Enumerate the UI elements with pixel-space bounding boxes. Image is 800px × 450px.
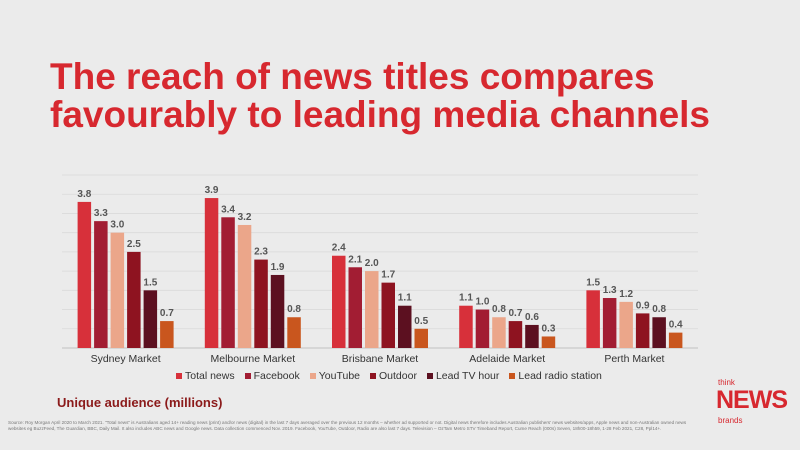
- title-line-2: favourably to leading media channels: [50, 94, 711, 135]
- bar: [270, 274, 285, 348]
- page-title: The reach of news titles compares favour…: [50, 58, 770, 134]
- bar-value-label: 0.8: [287, 304, 301, 315]
- bar: [459, 305, 473, 348]
- bar-value-label: 0.7: [160, 308, 174, 319]
- bar-value-label: 2.5: [127, 239, 141, 250]
- bar: [414, 328, 428, 348]
- bar-value-label: 0.4: [669, 320, 683, 331]
- bar: [398, 305, 412, 348]
- bar: [160, 321, 174, 348]
- logo-think: think: [718, 378, 735, 387]
- bar: [94, 221, 108, 348]
- bar-value-label: 1.3: [603, 285, 617, 296]
- bar-value-label: 3.9: [205, 185, 219, 196]
- bar: [475, 309, 490, 348]
- bar: [237, 224, 252, 348]
- think-news-brands-logo: think NEWS brands: [716, 378, 788, 428]
- category-label: Perth Market: [604, 353, 664, 365]
- bar-value-label: 1.1: [398, 293, 412, 304]
- bar-value-label: 0.8: [652, 304, 666, 315]
- bar: [602, 298, 617, 348]
- category-label: Melbourne Market: [210, 353, 295, 365]
- bar-value-label: 0.9: [636, 300, 650, 311]
- legend-item: Lead radio station: [509, 370, 602, 382]
- bar: [668, 332, 683, 348]
- bar-value-label: 2.3: [254, 247, 268, 258]
- bar-value-label: 1.5: [143, 277, 157, 288]
- bar-value-label: 1.9: [271, 262, 285, 273]
- bar-value-label: 0.7: [508, 308, 522, 319]
- bar: [541, 336, 556, 348]
- legend-item: Total news: [176, 370, 235, 382]
- legend-item: Outdoor: [370, 370, 417, 382]
- legend-label: Lead TV hour: [435, 370, 500, 382]
- bar: [586, 290, 600, 348]
- bar: [221, 217, 235, 348]
- bar: [525, 324, 539, 348]
- bar-value-label: 3.3: [94, 208, 108, 219]
- bar: [127, 251, 141, 348]
- bar-value-label: 3.8: [77, 189, 91, 200]
- y-axis-unit-label: Unique audience (millions): [57, 395, 223, 410]
- category-label: Brisbane Market: [342, 353, 419, 365]
- legend-item: Lead TV hour: [426, 370, 500, 382]
- bar-value-label: 0.5: [414, 316, 428, 327]
- legend-swatch: [244, 373, 251, 379]
- chart-legend: Total news Facebook YouTube Outdoor Lead TV …: [176, 370, 602, 382]
- logo-brands: brands: [718, 416, 743, 425]
- bar: [332, 255, 346, 348]
- bar-value-label: 3.4: [221, 204, 235, 215]
- bar: [652, 317, 666, 348]
- legend-label: Total news: [185, 370, 235, 382]
- legend-swatch: [176, 373, 182, 379]
- bar: [508, 321, 523, 348]
- bar-value-label: 0.8: [492, 304, 506, 315]
- bar-value-label: 1.2: [619, 289, 633, 300]
- legend-label: Outdoor: [379, 370, 417, 382]
- legend-swatch: [309, 373, 316, 379]
- bar-value-label: 2.1: [348, 254, 362, 265]
- bar: [619, 301, 633, 348]
- legend-swatch: [426, 373, 433, 379]
- bar: [77, 201, 92, 348]
- source-note: Source: Roy Morgan April 2020 to March 2…: [8, 420, 687, 431]
- bar: [204, 198, 219, 348]
- bar-value-label: 0.3: [541, 323, 555, 334]
- bar: [110, 232, 125, 348]
- bar-value-label: 2.0: [365, 258, 379, 269]
- title-line-1: The reach of news titles compares: [50, 56, 655, 97]
- bar: [492, 317, 506, 348]
- logo-news: NEWS: [716, 386, 788, 414]
- legend-swatch: [509, 373, 516, 379]
- legend-label: Facebook: [253, 370, 300, 382]
- legend-item: YouTube: [309, 370, 360, 382]
- legend-label: Lead radio station: [518, 370, 602, 382]
- legend-label: YouTube: [318, 370, 360, 382]
- bar: [254, 259, 268, 348]
- bar-value-label: 1.5: [586, 277, 600, 288]
- bar: [287, 317, 301, 348]
- bar-value-label: 1.7: [381, 270, 395, 281]
- bar: [348, 267, 362, 348]
- bar: [381, 282, 395, 348]
- bar-value-label: 0.6: [525, 312, 539, 323]
- category-label: Adelaide Market: [469, 353, 545, 365]
- bar-value-label: 1.1: [459, 293, 473, 304]
- bar-value-label: 1.0: [475, 297, 489, 308]
- bar-value-label: 3.2: [238, 212, 252, 223]
- category-label: Sydney Market: [91, 353, 161, 365]
- bar: [365, 271, 379, 348]
- bar-value-label: 3.0: [110, 220, 124, 231]
- bar: [143, 290, 158, 348]
- legend-item: Facebook: [244, 370, 300, 382]
- bar-value-label: 2.4: [332, 243, 346, 254]
- bar: [635, 313, 650, 348]
- legend-swatch: [370, 373, 376, 379]
